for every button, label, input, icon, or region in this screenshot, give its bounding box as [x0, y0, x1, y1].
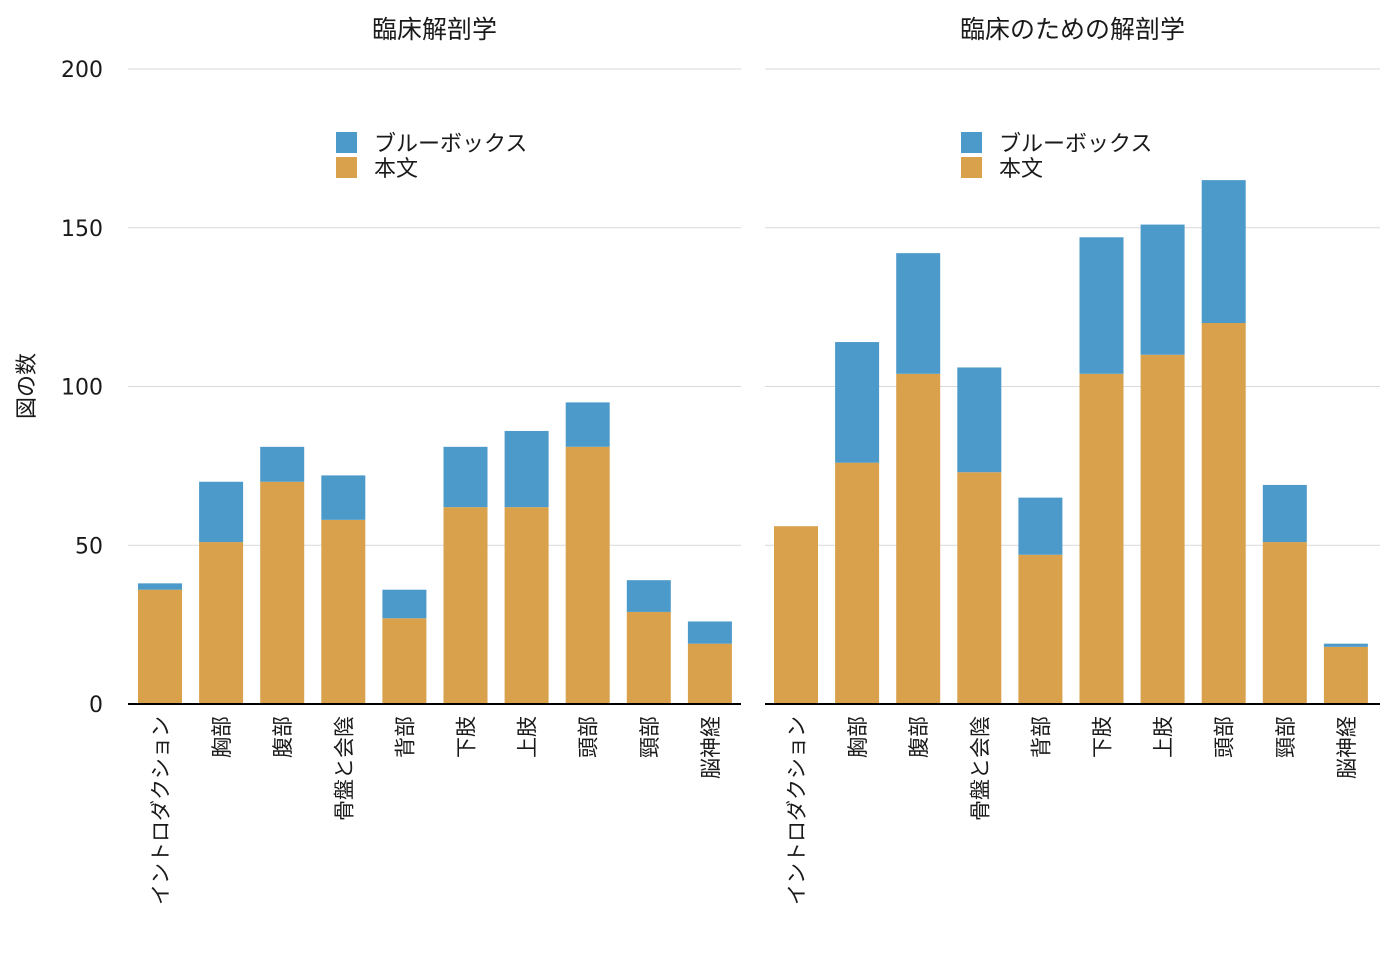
- x-tick-label: 骨盤と会陰: [968, 716, 992, 821]
- panel-title: 臨床のための解剖学: [960, 15, 1185, 44]
- legend-swatch: [336, 132, 357, 153]
- legend-label: 本文: [999, 157, 1043, 182]
- legend-swatch: [961, 157, 982, 178]
- x-tick-label: 下肢: [455, 716, 479, 758]
- bar-ブルーボックス-イントロダクション: [138, 583, 182, 590]
- bar-本文-骨盤と会陰: [321, 519, 366, 704]
- x-tick-label: 胸部: [210, 716, 234, 758]
- bar-本文-頸部: [626, 611, 671, 704]
- legend-swatch: [961, 132, 982, 153]
- legend-swatch: [336, 157, 357, 178]
- bar-ブルーボックス-背部: [382, 589, 427, 619]
- bar-本文-頭部: [565, 446, 610, 704]
- x-tick-label: 背部: [393, 716, 417, 758]
- x-tick-label: 骨盤と会陰: [332, 716, 356, 821]
- bar-ブルーボックス-胸部: [835, 342, 880, 463]
- bar-ブルーボックス-腹部: [260, 446, 305, 482]
- bar-本文-脳神経: [1323, 646, 1368, 704]
- legend-label: ブルーボックス: [999, 132, 1152, 157]
- bar-本文-背部: [382, 618, 427, 704]
- bar-ブルーボックス-骨盤と会陰: [321, 475, 366, 520]
- bar-ブルーボックス-上肢: [504, 430, 549, 508]
- x-tick-label: 胸部: [846, 716, 870, 758]
- bar-ブルーボックス-脳神経: [1323, 643, 1368, 647]
- x-tick-label: 背部: [1029, 716, 1053, 758]
- x-tick-label: 上肢: [516, 716, 540, 758]
- y-axis: 0 50 100 150 200: [61, 58, 103, 718]
- legend-label: 本文: [374, 157, 418, 182]
- bar-ブルーボックス-頸部: [1262, 484, 1307, 543]
- bar-ブルーボックス-背部: [1018, 497, 1063, 555]
- bar-本文-下肢: [443, 507, 488, 704]
- bar-ブルーボックス-下肢: [1079, 237, 1124, 374]
- bar-ブルーボックス-腹部: [896, 253, 941, 374]
- x-tick-label: イントロダクション: [149, 716, 173, 905]
- bar-本文-胸部: [199, 542, 244, 704]
- x-tick-label: 頸部: [638, 716, 662, 758]
- y-tick-label: 150: [61, 217, 103, 242]
- x-tick-label: 頸部: [1274, 716, 1298, 758]
- bar-本文-頭部: [1201, 323, 1246, 704]
- x-tick-label: イントロダクション: [785, 716, 809, 905]
- bar-ブルーボックス-胸部: [199, 481, 244, 543]
- x-tick-label: 下肢: [1091, 716, 1115, 758]
- bar-本文-上肢: [1140, 354, 1185, 704]
- bar-ブルーボックス-頭部: [1201, 180, 1246, 323]
- bar-ブルーボックス-上肢: [1140, 224, 1185, 355]
- bar-本文-腹部: [896, 373, 941, 704]
- bar-本文-腹部: [260, 481, 305, 704]
- bar-本文-脳神経: [687, 643, 732, 704]
- legend-label: ブルーボックス: [374, 132, 527, 157]
- x-tick-label: 頭部: [1213, 716, 1237, 758]
- y-tick-label: 50: [75, 534, 103, 559]
- bar-ブルーボックス-頭部: [565, 402, 610, 447]
- bar-本文-イントロダクション: [138, 589, 182, 704]
- x-tick-label: 頭部: [577, 716, 601, 758]
- y-tick-label: 100: [61, 376, 103, 401]
- x-tick-label: 腹部: [907, 716, 931, 758]
- y-tick-label: 200: [61, 58, 103, 83]
- bar-本文-骨盤と会陰: [957, 472, 1002, 704]
- bar-本文-下肢: [1079, 373, 1124, 704]
- bar-本文-イントロダクション: [774, 526, 818, 704]
- y-axis-title: 図の数: [15, 353, 40, 419]
- x-tick-label: 脳神経: [699, 716, 723, 779]
- bar-ブルーボックス-下肢: [443, 446, 488, 508]
- bar-本文-頸部: [1262, 542, 1307, 704]
- panel-title: 臨床解剖学: [372, 15, 497, 44]
- bar-ブルーボックス-頸部: [626, 580, 671, 612]
- bar-本文-背部: [1018, 554, 1063, 704]
- x-tick-label: 腹部: [271, 716, 295, 758]
- x-tick-label: 脳神経: [1335, 716, 1359, 779]
- bar-本文-胸部: [835, 462, 880, 704]
- bar-ブルーボックス-脳神経: [687, 621, 732, 644]
- x-tick-label: 上肢: [1152, 716, 1176, 758]
- y-tick-label: 0: [89, 693, 103, 718]
- bar-ブルーボックス-骨盤と会陰: [957, 367, 1002, 473]
- bar-本文-上肢: [504, 507, 549, 704]
